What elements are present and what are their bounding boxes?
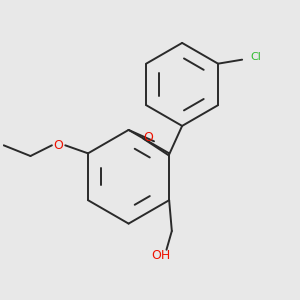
Text: Cl: Cl [250, 52, 261, 62]
Text: O: O [144, 131, 154, 144]
Text: O: O [54, 139, 64, 152]
Text: OH: OH [152, 249, 171, 262]
